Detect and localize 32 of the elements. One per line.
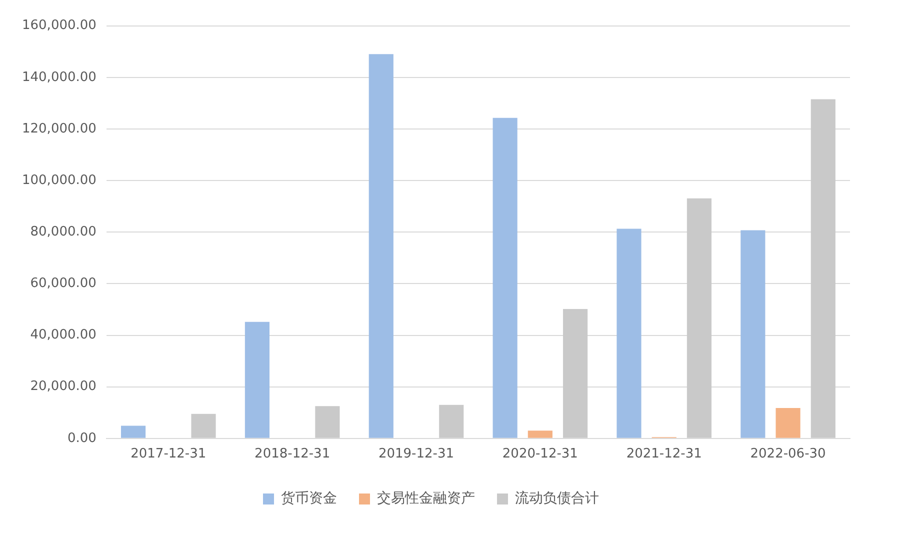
bar	[244, 322, 270, 438]
bar	[120, 426, 146, 438]
x-tick-label: 2017-12-31	[130, 446, 206, 462]
y-tick-label: 20,000.00	[30, 379, 96, 394]
bar	[439, 404, 464, 438]
x-tick-label: 2018-12-31	[254, 446, 330, 462]
legend-label: 货币资金	[281, 490, 337, 507]
y-tick-label: 80,000.00	[30, 224, 96, 240]
bar	[368, 54, 394, 438]
x-tick-label: 2019-12-31	[378, 446, 454, 462]
y-tick-label: 100,000.00	[22, 172, 96, 188]
bar	[616, 228, 642, 438]
y-tick-label: 60,000.00	[30, 276, 96, 292]
y-tick-label: 140,000.00	[22, 70, 96, 85]
legend-label: 交易性金融资产	[377, 490, 475, 507]
bar	[776, 408, 800, 438]
bar	[740, 230, 766, 438]
bar	[686, 198, 712, 438]
x-tick-label: 2021-12-31	[626, 446, 702, 462]
legend-label: 流动负债合计	[515, 490, 599, 507]
bar	[810, 99, 836, 438]
bar	[563, 308, 588, 438]
y-tick-label: 0.00	[67, 430, 96, 446]
bar	[191, 414, 216, 438]
x-tick-label: 2022-06-30	[750, 446, 826, 462]
bar	[315, 406, 340, 438]
y-tick-label: 40,000.00	[30, 328, 96, 343]
bar	[528, 430, 552, 438]
x-tick-label: 2020-12-31	[502, 446, 578, 462]
y-tick-label: 120,000.00	[22, 121, 96, 136]
bar	[492, 118, 518, 438]
y-tick-label: 160,000.00	[22, 18, 96, 34]
